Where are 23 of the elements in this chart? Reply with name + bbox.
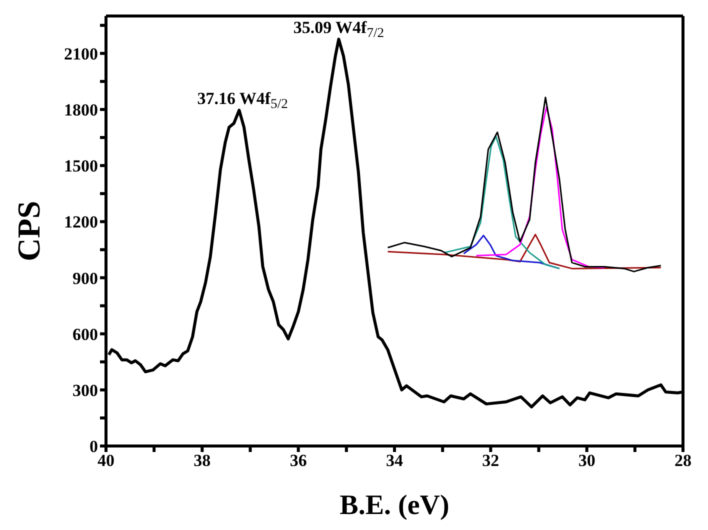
y-tick-label: 300 <box>72 380 98 400</box>
y-tick-label: 1500 <box>64 156 98 176</box>
x-tick-label: 40 <box>98 451 114 470</box>
x-tick-label: 36 <box>290 451 307 470</box>
x-tick-label: 38 <box>194 451 211 470</box>
x-tick-label: 30 <box>578 451 596 470</box>
x-tick-label: 28 <box>674 451 692 470</box>
line-series <box>387 234 662 270</box>
y-tick-label: 2100 <box>64 44 98 64</box>
y-axis-title: CPS <box>10 200 46 262</box>
y-tick-label: 0 <box>90 437 98 456</box>
annotation: 35.09 W4f$_{7/2}$ <box>293 18 384 40</box>
y-tick-label: 600 <box>72 324 98 344</box>
annotation: 37.16 W4f$_{5/2}$ <box>197 89 288 112</box>
line-series <box>443 136 560 270</box>
x-axis-title: B.E. (eV) <box>340 490 450 521</box>
y-tick-label: 1800 <box>64 100 98 120</box>
line-series <box>387 96 662 272</box>
x-tick-label: 34 <box>386 451 404 470</box>
y-tick-label: 900 <box>72 268 98 288</box>
x-tick-label: 32 <box>482 451 500 470</box>
y-tick-label: 1200 <box>64 212 98 232</box>
line-series <box>475 106 606 268</box>
